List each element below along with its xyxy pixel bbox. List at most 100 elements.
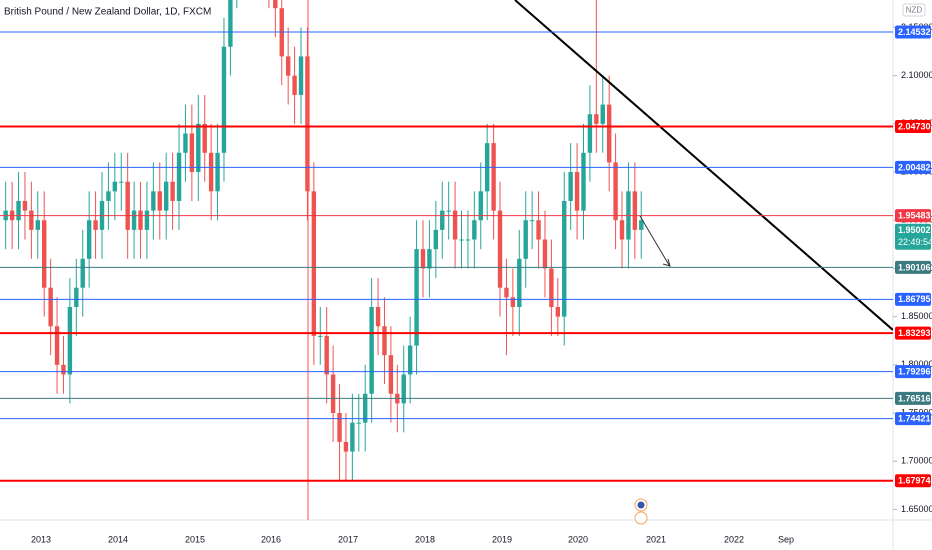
y-tick-label: 1.80000 <box>901 359 932 369</box>
candle-body <box>112 181 118 192</box>
arrow-head <box>662 258 671 267</box>
price-label-bg <box>895 412 931 426</box>
candle-body <box>22 200 28 211</box>
x-tick-label: Sep <box>778 534 794 544</box>
candle-body <box>119 181 124 183</box>
y-tick-label: 1.65000 <box>901 504 932 514</box>
x-tick-label: 2020 <box>568 534 588 544</box>
candle-body <box>196 123 201 173</box>
candle-body <box>324 335 329 375</box>
x-tick-label: 2014 <box>108 534 128 544</box>
candle-body <box>292 75 297 95</box>
candle-body <box>549 268 554 307</box>
candle-body <box>606 104 612 163</box>
chart-title: British Pound / New Zealand Dollar, 1D, … <box>4 7 211 18</box>
candle-body <box>208 152 214 192</box>
candle-body <box>523 220 528 259</box>
candle-body <box>452 210 458 240</box>
candle-body <box>157 191 162 211</box>
candle-body <box>151 191 156 211</box>
price-label-bg <box>895 25 931 39</box>
price-label-bg <box>895 260 931 274</box>
candle-body <box>478 191 483 221</box>
event-icon <box>634 511 648 525</box>
x-tick-label: 2019 <box>492 534 512 544</box>
price-label: 1.76516 <box>898 393 931 403</box>
y-tick-label: 1.85000 <box>901 311 932 321</box>
candle-body <box>16 200 21 221</box>
event-icons <box>634 498 648 525</box>
candle-body <box>138 210 143 230</box>
price-label-bg <box>895 292 931 306</box>
candle-body <box>215 152 220 192</box>
candle-body <box>459 239 464 241</box>
price-label: 2.00482 <box>898 162 931 172</box>
candle-body <box>594 114 599 124</box>
event-icon-inner <box>637 501 645 509</box>
candle-body <box>176 152 182 201</box>
candle-body <box>48 287 53 327</box>
candle-body <box>600 104 605 124</box>
drawings <box>307 0 893 520</box>
candle-body <box>298 56 304 95</box>
candle-body <box>318 335 323 337</box>
y-tick-label: 2.10000 <box>901 70 932 80</box>
candle-body <box>369 306 374 394</box>
last-price-bg <box>895 223 931 250</box>
candle-body <box>446 210 451 212</box>
x-tick-label: 2018 <box>415 534 435 544</box>
countdown: 22:49:54 <box>898 237 932 247</box>
price-label: 1.74421 <box>898 413 931 423</box>
candle-body <box>330 374 336 414</box>
candle-body <box>504 287 509 298</box>
candle-body <box>510 297 516 307</box>
candle-body <box>619 220 625 240</box>
candle-body <box>93 220 98 230</box>
candle-body <box>363 393 368 423</box>
currency: NZD <box>906 6 923 15</box>
price-label: 2.14532 <box>898 27 931 37</box>
candle-body <box>29 210 34 230</box>
candle-body <box>311 191 317 336</box>
price-label: 1.95483 <box>898 210 931 220</box>
candle-body <box>440 210 445 230</box>
price-label: 2.04730 <box>898 121 931 131</box>
candle-body <box>562 200 567 317</box>
candle-body <box>144 210 150 230</box>
candle-body <box>86 220 92 259</box>
candle-body <box>427 249 432 269</box>
candle-body <box>420 249 426 269</box>
candle-body <box>632 191 638 230</box>
candle-body <box>54 326 60 365</box>
price-label-bg <box>895 391 931 405</box>
y-tick-label: 1.70000 <box>901 456 932 466</box>
candle-body <box>574 172 580 211</box>
price-label-bg <box>895 119 931 133</box>
candle-body <box>407 345 413 375</box>
candle-body <box>285 56 291 76</box>
candle-body <box>536 220 541 240</box>
candle-body <box>401 374 406 404</box>
trend-line <box>514 0 893 331</box>
candle-body <box>42 220 47 288</box>
x-tick-label: 2017 <box>338 534 358 544</box>
candle-body <box>382 326 387 356</box>
x-tick-label: 2016 <box>261 534 281 544</box>
candle-body <box>228 0 233 47</box>
x-tick-label: 2022 <box>724 534 744 544</box>
candle-body <box>131 210 137 230</box>
last-price-label: 1.95002 <box>898 225 931 235</box>
candle-body <box>183 133 188 153</box>
price-label-bg <box>895 365 931 379</box>
arrow <box>639 215 670 266</box>
candle-body <box>517 258 522 307</box>
plot-area <box>3 0 644 481</box>
candle-body <box>170 181 175 201</box>
candle-body <box>61 364 66 375</box>
price-label-bg <box>895 160 931 174</box>
candle-body <box>221 46 227 153</box>
candle-body <box>529 220 535 222</box>
candle-body <box>106 191 111 201</box>
x-tick-label: 2021 <box>646 534 666 544</box>
